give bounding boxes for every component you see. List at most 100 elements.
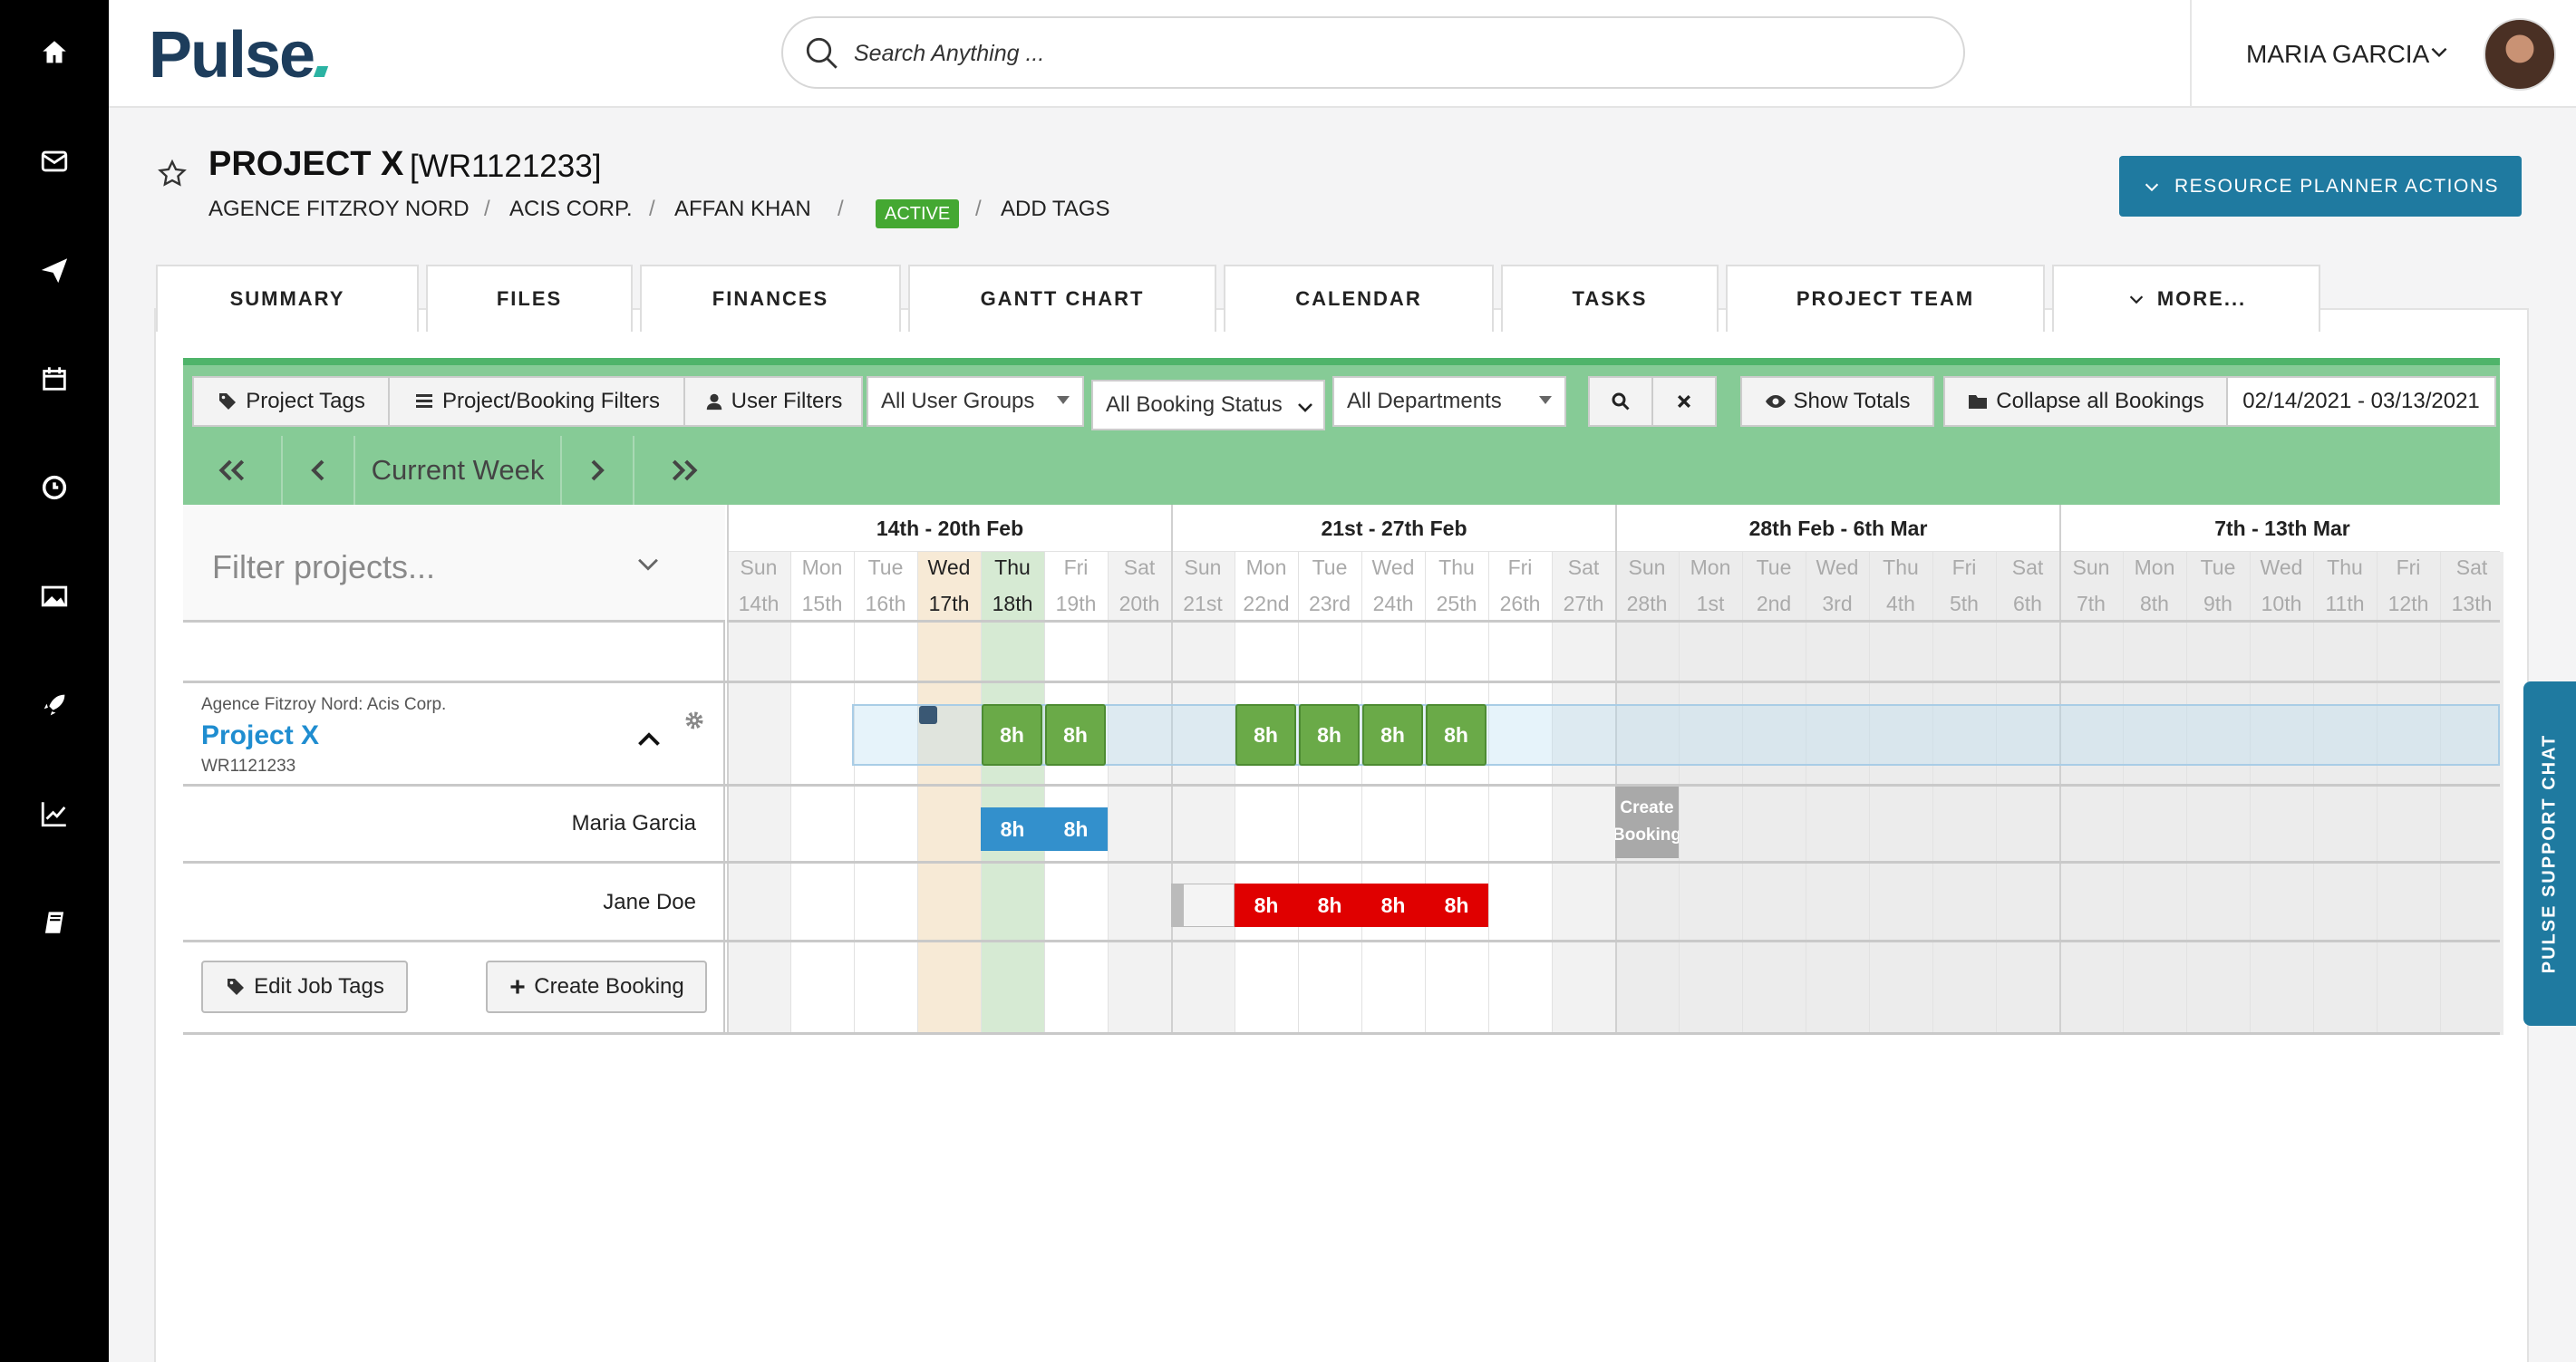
gear-icon[interactable] [683,710,705,731]
left-nav-bar [0,0,109,1362]
image-icon[interactable] [33,575,76,618]
date-range-input[interactable]: 02/14/2021 - 03/13/2021 [2226,376,2496,427]
next-week-button[interactable] [562,436,634,505]
day-column[interactable] [2186,552,2250,1035]
project-booking-block[interactable]: 8h [1426,704,1487,766]
day-column[interactable] [1552,552,1615,1035]
search-box[interactable] [781,16,1965,89]
day-column[interactable] [917,552,981,1035]
tab-files[interactable]: FILES [426,265,633,332]
booking-status-select[interactable]: All Booking Status [1091,380,1325,430]
book-icon[interactable] [33,901,76,944]
star-icon[interactable] [156,158,189,190]
avatar[interactable] [2484,18,2556,91]
pulse-logo[interactable]: Pulse [149,18,329,92]
support-chat-tab[interactable]: PULSE SUPPORT CHAT [2523,681,2576,1026]
day-column[interactable] [1488,552,1552,1035]
chevron-up-icon[interactable] [633,724,665,757]
breadcrumb-client[interactable]: ACIS CORP. [509,197,633,221]
project-booking-block[interactable]: 8h [1299,704,1360,766]
edit-job-tags-button[interactable]: Edit Job Tags [201,961,408,1013]
resource-planner-actions-button[interactable]: RESOURCE PLANNER ACTIONS [2119,156,2522,217]
clock-icon[interactable] [33,466,76,509]
jane-booking-block[interactable]: 8h [1298,884,1361,927]
breadcrumb-manager[interactable]: AFFAN KHAN [674,197,811,221]
user-filters-button[interactable]: User Filters [683,376,863,427]
jane-booking-block[interactable]: 8h [1235,884,1298,927]
maria-booking-block[interactable]: 8h [981,807,1044,851]
project-booking-block[interactable]: 8h [1362,704,1423,766]
rocket-icon[interactable] [33,683,76,727]
tab-tasks[interactable]: TASKS [1501,265,1719,332]
collapse-all-bookings-button[interactable]: Collapse all Bookings [1943,376,2228,427]
filter-projects-input[interactable]: Filter projects... [212,548,436,585]
jane-booking-block[interactable]: 8h [1361,884,1425,927]
user-menu-name[interactable]: MARIA GARCIA [2246,40,2430,68]
show-totals-button[interactable]: Show Totals [1740,376,1934,427]
day-column[interactable] [2250,552,2313,1035]
search-button[interactable] [1588,376,1653,427]
project-span-bar[interactable] [852,704,2500,766]
day-column[interactable] [1425,552,1488,1035]
breadcrumb-agency[interactable]: AGENCE FITZROY NORD [208,197,470,221]
create-booking-cell[interactable]: Create Booking [1615,786,1679,858]
tab-project-team[interactable]: PROJECT TEAM [1726,265,2045,332]
search-input[interactable] [854,34,1923,72]
day-column[interactable] [2377,552,2440,1035]
departments-select[interactable]: All Departments [1332,376,1566,427]
day-column[interactable] [1298,552,1361,1035]
project-booking-block[interactable]: 8h [982,704,1042,766]
create-booking-button[interactable]: Create Booking [486,961,707,1013]
maria-booking-block[interactable]: 8h [1044,807,1108,851]
tab-calendar[interactable]: CALENDAR [1224,265,1494,332]
day-column[interactable] [2440,552,2503,1035]
day-column[interactable] [1235,552,1298,1035]
day-column[interactable] [1171,552,1235,1035]
project-tags-button[interactable]: Project Tags [192,376,390,427]
project-name-link[interactable]: Project X [201,720,320,750]
mail-icon[interactable] [33,140,76,183]
previous-week-button[interactable] [283,436,355,505]
jane-booking-block-pending[interactable] [1171,884,1235,927]
jump-back-button[interactable] [183,436,283,505]
send-icon[interactable] [33,248,76,292]
project-booking-block[interactable]: 8h [1235,704,1296,766]
day-column[interactable] [1932,552,1996,1035]
day-column[interactable] [854,552,917,1035]
day-column[interactable] [1679,552,1742,1035]
day-column[interactable] [2313,552,2377,1035]
chart-icon[interactable] [33,792,76,836]
current-week-button[interactable]: Current Week [355,436,562,505]
jump-forward-button[interactable] [634,436,734,505]
day-column[interactable] [1806,552,1869,1035]
day-column[interactable] [2059,552,2123,1035]
user-groups-select[interactable]: All User Groups [867,376,1084,427]
chevron-down-icon[interactable] [633,548,663,579]
resource-name-jane-doe[interactable]: Jane Doe [603,890,696,914]
day-column[interactable] [1742,552,1806,1035]
day-column[interactable] [1044,552,1108,1035]
day-column[interactable] [2123,552,2186,1035]
day-column[interactable] [1108,552,1171,1035]
project-booking-filters-button[interactable]: Project/Booking Filters [388,376,685,427]
resource-name-maria-garcia[interactable]: Maria Garcia [571,811,696,836]
day-column[interactable] [727,552,790,1035]
jane-booking-block[interactable]: 8h [1425,884,1488,927]
calendar-icon[interactable] [33,357,76,401]
tab-summary[interactable]: SUMMARY [156,265,419,332]
home-icon[interactable] [33,31,76,74]
filter-projects[interactable]: Filter projects... [183,505,725,623]
project-booking-block[interactable]: 8h [1045,704,1106,766]
day-column[interactable] [1361,552,1425,1035]
day-column[interactable] [1996,552,2059,1035]
day-column[interactable] [1869,552,1932,1035]
day-column[interactable] [981,552,1044,1035]
chevron-down-icon[interactable] [2427,40,2451,63]
day-number-label: 3rd [1822,592,1853,615]
tab-finances[interactable]: FINANCES [640,265,901,332]
tab-gantt-chart[interactable]: GANTT CHART [908,265,1216,332]
day-column[interactable] [790,552,854,1035]
tab-more[interactable]: MORE... [2052,265,2320,332]
clear-filters-button[interactable] [1651,376,1717,427]
add-tags-link[interactable]: ADD TAGS [1001,197,1110,221]
